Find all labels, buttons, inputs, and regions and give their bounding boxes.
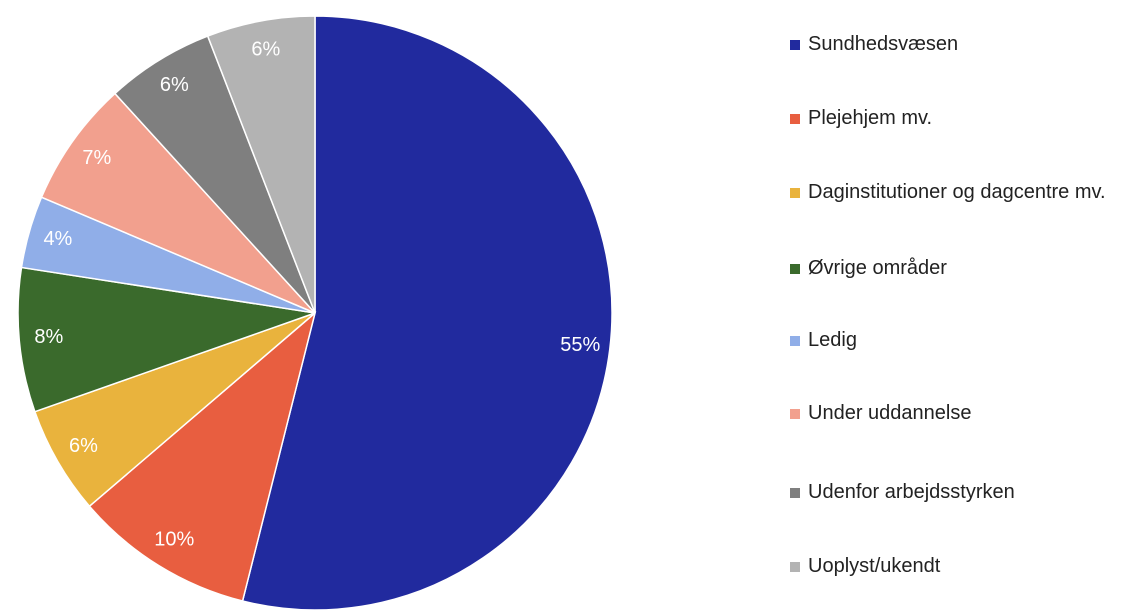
legend-label: Under uddannelse	[808, 402, 972, 424]
legend-item: Øvrige områder	[790, 257, 1120, 280]
pie-slice	[241, 15, 613, 610]
data-label: 6%	[160, 74, 189, 96]
pie-chart: 55% 10% 6% 8% 4% 7% 6% 6%	[17, 15, 613, 610]
legend-item: Plejehjem mv.	[790, 107, 1120, 130]
legend-swatch	[790, 188, 800, 198]
legend-label: Ledig	[808, 329, 857, 351]
data-label: 55%	[560, 334, 600, 356]
data-label: 7%	[82, 147, 111, 169]
legend-label: Øvrige områder	[808, 257, 947, 279]
legend-label: Daginstitutioner og dagcentre mv.	[808, 181, 1106, 203]
legend-swatch	[790, 488, 800, 498]
legend-item: Udenfor arbejdsstyrken	[790, 481, 1120, 504]
legend-label: Udenfor arbejdsstyrken	[808, 481, 1015, 503]
legend-swatch	[790, 114, 800, 124]
data-label: 10%	[154, 529, 194, 551]
data-label: 4%	[43, 228, 72, 250]
legend-label: Sundhedsvæsen	[808, 33, 959, 55]
legend-item: Ledig	[790, 329, 1120, 352]
pie-slice	[17, 266, 316, 413]
data-label: 6%	[251, 39, 280, 61]
legend-item: Under uddannelse	[790, 402, 1120, 425]
pie-slice	[40, 92, 316, 314]
data-label: 6%	[69, 435, 98, 457]
legend-swatch	[790, 40, 800, 50]
legend-swatch	[790, 409, 800, 419]
legend-swatch	[790, 336, 800, 346]
legend-label: Plejehjem mv.	[808, 107, 933, 129]
legend-item: Sundhedsvæsen	[790, 33, 1120, 56]
legend-swatch	[790, 264, 800, 274]
pie-slice	[206, 15, 316, 314]
legend-item: Daginstitutioner og dagcentre mv.	[790, 181, 1120, 204]
legend-item: Uoplyst/ukendt	[790, 555, 1120, 578]
data-label: 8%	[34, 326, 63, 348]
legend-label: Uoplyst/ukendt	[808, 555, 941, 577]
pie-slice	[88, 310, 317, 602]
legend-swatch	[790, 562, 800, 572]
